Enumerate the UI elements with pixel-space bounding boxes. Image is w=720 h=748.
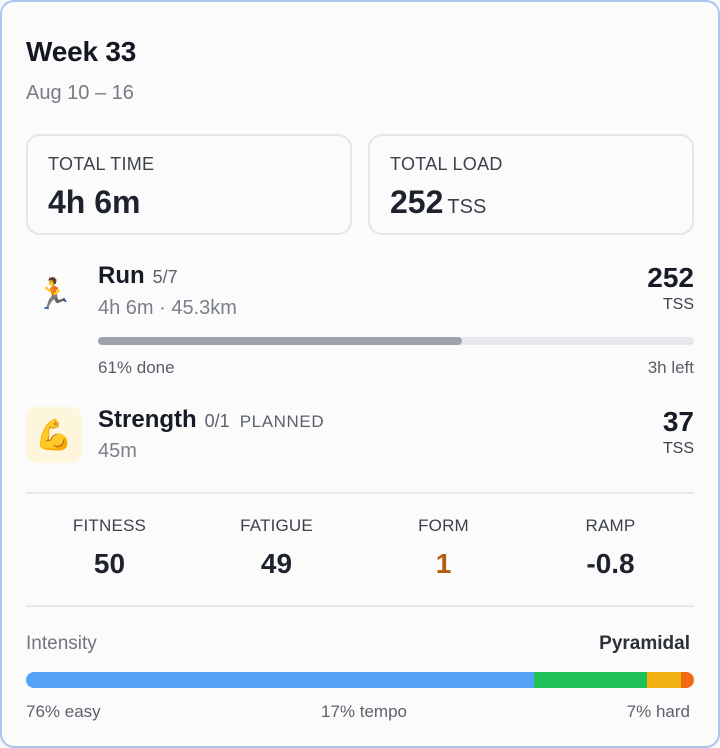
metric-form-label: FORM bbox=[418, 516, 469, 535]
activity-strength-tss: 37 TSS bbox=[663, 406, 694, 458]
activity-run-tss-unit: TSS bbox=[662, 296, 694, 313]
total-load-value-row: 252 TSS bbox=[390, 184, 486, 221]
metric-fatigue-label: FATIGUE bbox=[240, 516, 313, 535]
run-progress-bar bbox=[98, 337, 694, 345]
activity-strength-name: Strength bbox=[98, 406, 197, 433]
metric-ramp-value: -0.8 bbox=[586, 548, 635, 579]
metric-fitness-value: 50 bbox=[93, 548, 126, 579]
metric-fitness-label: FITNESS bbox=[72, 516, 147, 535]
divider bbox=[26, 492, 694, 494]
running-person-icon: 🏃 bbox=[26, 266, 82, 322]
total-time-value: 4h 6m bbox=[48, 184, 141, 220]
activity-run-name: Run bbox=[98, 262, 145, 289]
intensity-segment-tempo bbox=[533, 672, 648, 688]
activity-run-tss-value: 252 bbox=[647, 262, 694, 293]
run-progress-fill bbox=[98, 337, 462, 345]
intensity-label: Intensity bbox=[26, 633, 97, 654]
intensity-segment-easy bbox=[26, 672, 534, 688]
activity-strength[interactable]: 💪 Strength 0/1 PLANNED 45m 37 TSS bbox=[26, 404, 694, 470]
activity-strength-tss-unit: TSS bbox=[662, 440, 694, 457]
intensity-distribution-type: Pyramidal bbox=[599, 633, 690, 654]
metric-form: FORM 1 bbox=[360, 516, 527, 580]
run-progress-done: 61% done bbox=[98, 358, 175, 377]
activity-run-tss: 252 TSS bbox=[647, 262, 694, 314]
metric-fatigue-value: 49 bbox=[260, 548, 293, 579]
total-load-label: TOTAL LOAD bbox=[390, 154, 503, 174]
flexed-biceps-icon: 💪 bbox=[26, 407, 82, 463]
intensity-legend-hard: 7% hard bbox=[626, 702, 690, 721]
activity-strength-summary: 45m bbox=[98, 440, 137, 462]
total-load-box: TOTAL LOAD 252 TSS bbox=[368, 134, 694, 235]
activity-run-count: 5/7 bbox=[152, 267, 178, 287]
total-time-label: TOTAL TIME bbox=[48, 154, 155, 174]
metric-ramp-label: RAMP bbox=[585, 516, 636, 535]
activity-run-title: Run 5/7 bbox=[98, 262, 178, 290]
week-date-range: Aug 10 – 16 bbox=[26, 82, 134, 104]
metric-ramp: RAMP -0.8 bbox=[527, 516, 694, 580]
metric-fatigue: FATIGUE 49 bbox=[193, 516, 360, 580]
total-time-box: TOTAL TIME 4h 6m bbox=[26, 134, 352, 235]
intensity-legend-easy: 76% easy bbox=[26, 702, 101, 721]
training-metrics: FITNESS 50 FATIGUE 49 FORM 1 RAMP -0.8 bbox=[26, 516, 694, 580]
activity-strength-tss-value: 37 bbox=[662, 406, 694, 437]
intensity-legend-tempo: 17% tempo bbox=[321, 702, 407, 721]
metric-fitness: FITNESS 50 bbox=[26, 516, 193, 580]
activity-strength-count: 0/1 bbox=[204, 411, 230, 431]
activity-strength-title: Strength 0/1 PLANNED bbox=[98, 406, 324, 434]
intensity-segment-hard-a bbox=[647, 672, 681, 688]
week-title: Week 33 bbox=[26, 36, 137, 67]
total-load-unit: TSS bbox=[447, 196, 487, 218]
activity-strength-status: PLANNED bbox=[239, 412, 325, 431]
total-load-value: 252 bbox=[390, 184, 444, 220]
metric-form-value: 1 bbox=[435, 548, 452, 579]
run-progress-left: 3h left bbox=[647, 358, 694, 377]
activity-run-summary: 4h 6m · 45.3km bbox=[98, 297, 237, 319]
activity-run[interactable]: 🏃 Run 5/7 4h 6m · 45.3km 252 TSS bbox=[26, 260, 694, 370]
intensity-bar bbox=[26, 672, 694, 688]
intensity-segment-hard-b bbox=[680, 672, 694, 688]
divider bbox=[26, 605, 694, 607]
